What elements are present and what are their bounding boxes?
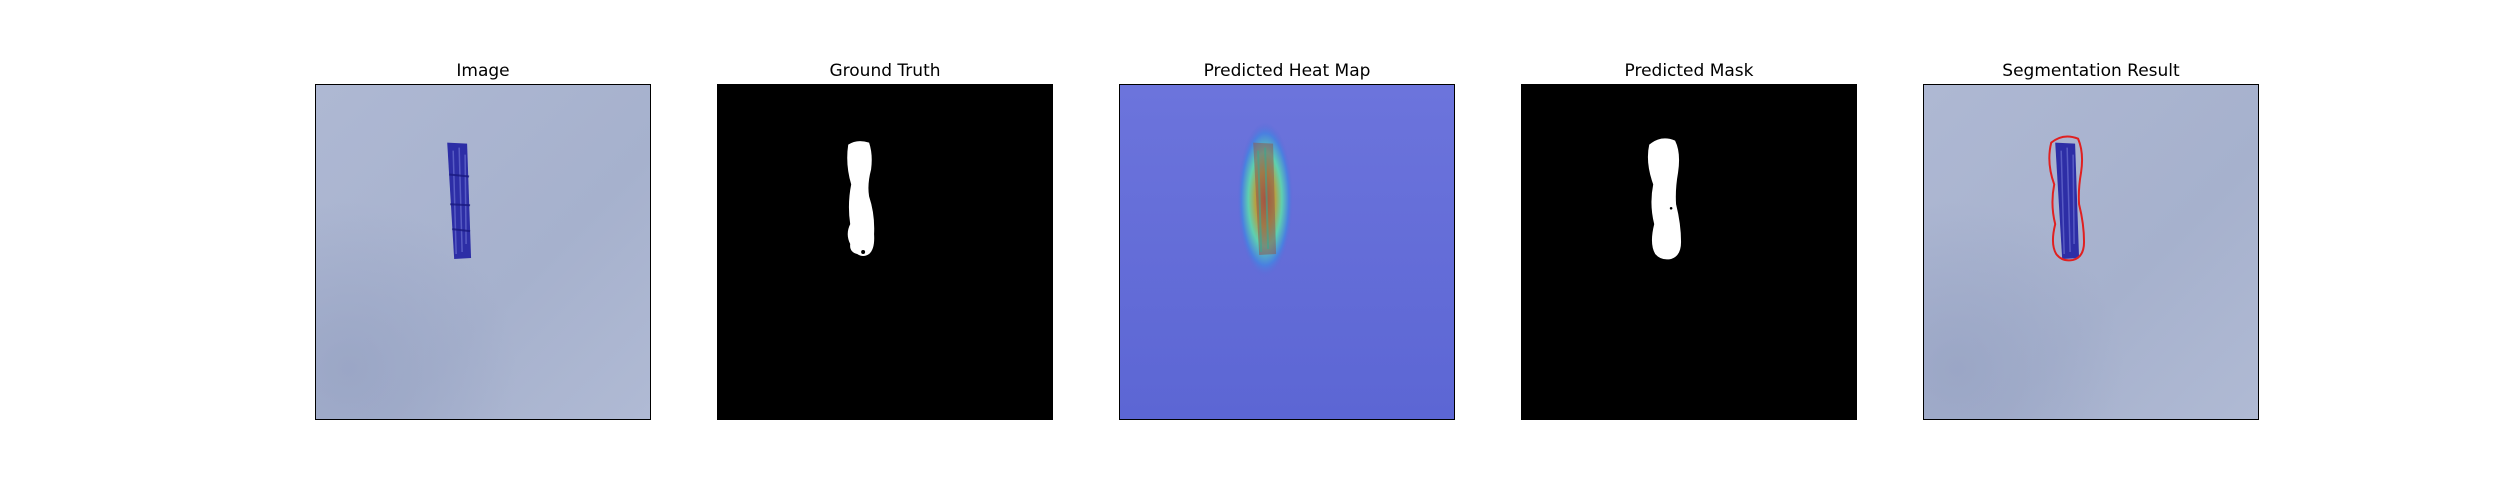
panel-title: Predicted Mask xyxy=(1624,61,1754,81)
predicted-mask xyxy=(1521,84,1857,420)
panel-heatmap: Predicted Heat Map xyxy=(1117,60,1457,424)
panel-title: Predicted Heat Map xyxy=(1203,61,1371,81)
mask-icon xyxy=(718,85,1052,419)
panel-segmentation: Segmentation Result xyxy=(1921,60,2261,424)
mask-icon xyxy=(1522,85,1856,419)
panel-ground-truth: Ground Truth xyxy=(715,60,1055,424)
panel-image: Image xyxy=(313,60,653,424)
panel-predicted-mask: Predicted Mask xyxy=(1519,60,1859,424)
ground-truth-mask xyxy=(717,84,1053,420)
contour-icon xyxy=(1924,85,2258,419)
photo-icon xyxy=(316,85,650,419)
panel-title: Ground Truth xyxy=(829,61,941,81)
panel-title: Segmentation Result xyxy=(2002,61,2180,81)
heatmap-icon xyxy=(1120,85,1454,419)
segmentation-overlay xyxy=(1923,84,2259,420)
heatmap-overlay xyxy=(1119,84,1455,420)
panel-title: Image xyxy=(456,61,510,81)
input-photo xyxy=(315,84,651,420)
